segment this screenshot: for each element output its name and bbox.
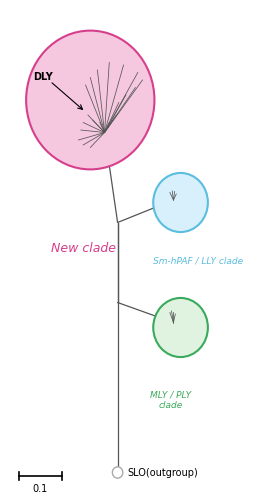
Text: DLY: DLY (33, 72, 53, 83)
Ellipse shape (26, 30, 154, 170)
Ellipse shape (112, 467, 123, 478)
Text: New clade: New clade (51, 242, 116, 256)
Ellipse shape (153, 173, 208, 232)
Text: 0.1: 0.1 (33, 484, 48, 494)
Text: MLY / PLY
clade: MLY / PLY clade (151, 391, 192, 410)
Text: SLO(outgroup): SLO(outgroup) (127, 468, 198, 477)
Ellipse shape (153, 298, 208, 357)
Text: Sm-hPAF / LLY clade: Sm-hPAF / LLY clade (153, 256, 243, 265)
